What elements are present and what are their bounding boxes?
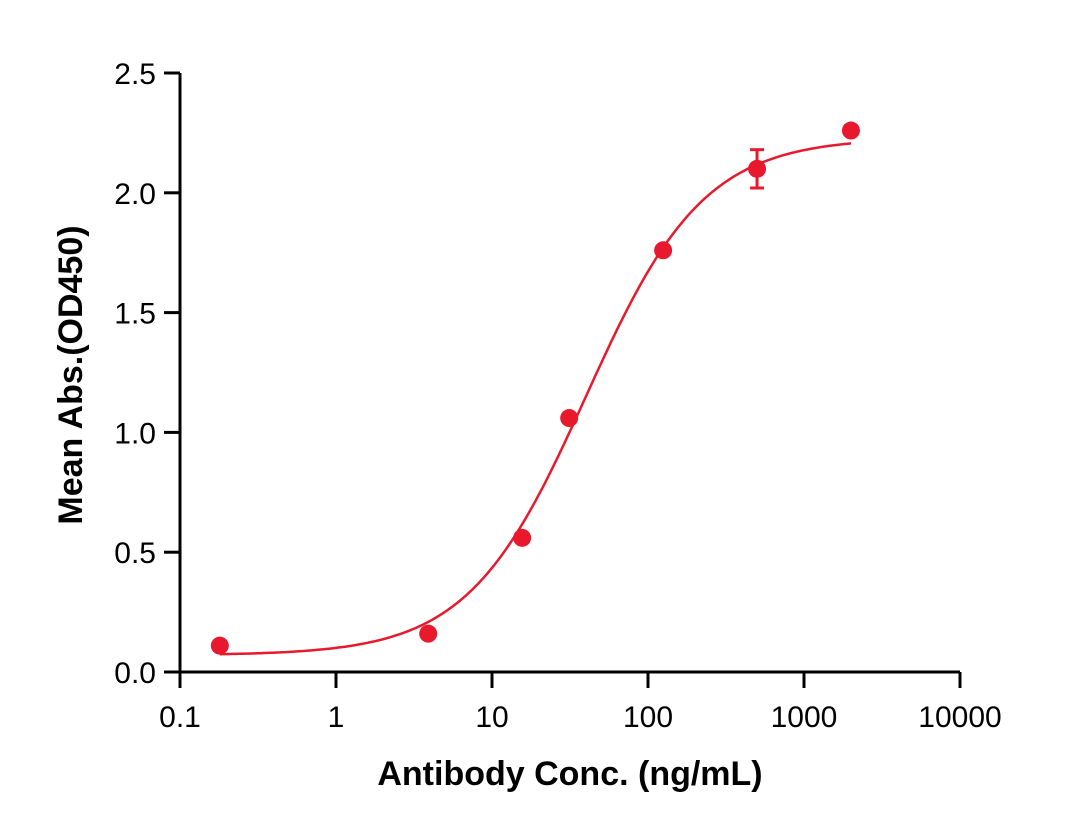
y-tick-label: 2.0 bbox=[114, 178, 156, 211]
x-tick-label: 1000 bbox=[771, 701, 838, 734]
y-tick-label: 2.5 bbox=[114, 58, 156, 91]
data-point bbox=[560, 409, 579, 428]
y-tick-label: 0.5 bbox=[114, 537, 156, 570]
y-axis-title: Mean Abs.(OD450) bbox=[52, 225, 90, 524]
x-tick-label: 0.1 bbox=[159, 701, 201, 734]
x-axis-title: Antibody Conc. (ng/mL) bbox=[377, 755, 762, 793]
x-tick-label: 10 bbox=[475, 701, 508, 734]
x-tick-label: 100 bbox=[623, 701, 673, 734]
data-point bbox=[419, 624, 438, 643]
y-tick-label: 0.0 bbox=[114, 657, 156, 690]
data-point bbox=[654, 241, 673, 260]
data-points bbox=[210, 121, 860, 655]
y-tick-label: 1.0 bbox=[114, 417, 156, 450]
x-tick-label: 1 bbox=[328, 701, 345, 734]
axes: 0.0 0.5 1.0 1.5 2.0 2.5 0.1 1 10 100 1000 10000 bbox=[114, 58, 1001, 734]
data-point bbox=[210, 636, 229, 655]
x-tick-label: 10000 bbox=[918, 701, 1001, 734]
fit-curve-path bbox=[219, 142, 852, 656]
fit-curve bbox=[219, 142, 852, 656]
y-tick-label: 1.5 bbox=[114, 298, 156, 331]
data-point bbox=[748, 159, 767, 178]
data-point bbox=[841, 121, 860, 140]
data-point bbox=[513, 528, 532, 547]
